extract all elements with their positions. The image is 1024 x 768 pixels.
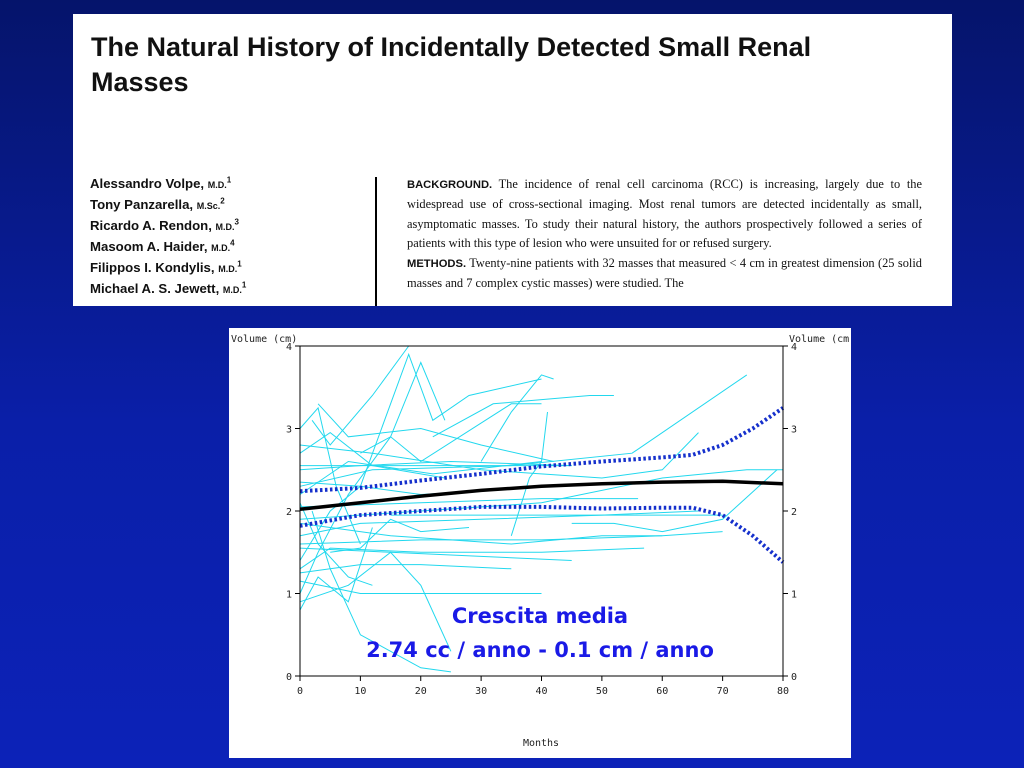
author-name: Tony Panzarella, xyxy=(90,197,194,212)
upper-ci-line xyxy=(299,406,785,494)
author-degree: M.D. xyxy=(211,243,231,253)
author-degree: M.D. xyxy=(222,285,242,295)
paper-header: The Natural History of Incidentally Dete… xyxy=(73,14,952,306)
individual-growth-line xyxy=(299,531,723,545)
author-degree: M.D. xyxy=(218,264,238,274)
author-list: Alessandro Volpe, M.D.1 Tony Panzarella, … xyxy=(90,174,370,300)
individual-growth-line xyxy=(299,580,542,594)
individual-growth-line xyxy=(311,510,451,673)
y-tick-label-left: 2 xyxy=(286,507,292,518)
individual-growth-line xyxy=(299,460,572,471)
y-tick-label-right: 0 xyxy=(791,672,797,683)
x-tick-label: 70 xyxy=(717,686,729,697)
abstract-background: BACKGROUND. The incidence of renal cell … xyxy=(407,175,922,254)
lower-ci-line xyxy=(299,504,785,564)
x-tick-label: 0 xyxy=(297,686,303,697)
author-entry: Tony Panzarella, M.Sc.2 xyxy=(90,195,370,216)
x-tick-label: 80 xyxy=(777,686,789,697)
x-tick-label: 10 xyxy=(354,686,366,697)
background-text: The incidence of renal cell carcinoma (R… xyxy=(407,177,922,251)
y-tick-label-right: 4 xyxy=(791,342,797,353)
individual-growth-line xyxy=(571,469,778,533)
individual-growth-line xyxy=(299,432,699,479)
author-name: Filippos I. Kondylis, xyxy=(90,260,215,275)
y-axis-label-left: Volume (cm) xyxy=(231,334,297,345)
author-entry: Masoom A. Haider, M.D.4 xyxy=(90,237,370,258)
individual-growth-line xyxy=(480,374,554,462)
individual-growth-line xyxy=(299,460,542,495)
individual-growth-line xyxy=(299,510,699,537)
individual-growth-line xyxy=(299,547,645,570)
individual-growth-line xyxy=(317,403,554,462)
x-axis-label: Months xyxy=(523,738,559,749)
abstract-methods: METHODS. Twenty-nine patients with 32 ma… xyxy=(407,254,922,294)
growth-chart: Volume (cm) Volume (cm) 0 10 20 30 40 50 60 70 8… xyxy=(231,334,851,749)
author-entry: Michael A. S. Jewett, M.D.1 xyxy=(90,279,370,300)
individual-growth-line xyxy=(299,547,572,561)
individual-growth-line xyxy=(299,527,373,611)
methods-heading: METHODS. xyxy=(407,257,467,270)
individual-growth-line xyxy=(432,395,614,438)
caption-title: Crescita media xyxy=(451,604,629,628)
tick-group: 0 10 20 30 40 50 60 70 800 01 12 23 34 4 xyxy=(286,342,797,697)
x-tick-label: 30 xyxy=(475,686,487,697)
author-footnote: 3 xyxy=(234,217,239,227)
author-entry: Alessandro Volpe, M.D.1 xyxy=(90,174,370,195)
individual-lines-group xyxy=(299,345,783,673)
y-axis-label-right: Volume (cm) xyxy=(789,334,851,345)
individual-growth-line xyxy=(299,502,373,586)
individual-growth-line xyxy=(299,522,663,545)
caption-growth-rate: 2.74 cc / anno - 0.1 cm / anno xyxy=(366,638,714,662)
author-footnote: 4 xyxy=(230,238,235,248)
author-footnote: 1 xyxy=(226,175,232,185)
author-degree: M.D. xyxy=(207,180,227,190)
mean-growth-line xyxy=(299,479,784,512)
author-footnote: 1 xyxy=(237,259,242,269)
y-tick-label-left: 4 xyxy=(286,342,292,353)
author-name: Ricardo A. Rendon, xyxy=(90,218,212,233)
individual-growth-line xyxy=(299,352,542,561)
individual-growth-line xyxy=(299,431,445,479)
author-name: Masoom A. Haider, xyxy=(90,239,208,254)
background-heading: BACKGROUND. xyxy=(407,179,493,191)
y-tick-label-left: 3 xyxy=(286,425,292,436)
x-tick-label: 40 xyxy=(535,686,547,697)
author-name: Michael A. S. Jewett, xyxy=(90,281,220,296)
author-degree: M.Sc. xyxy=(196,201,221,211)
individual-growth-line xyxy=(311,345,410,446)
growth-figure: Volume (cm) Volume (cm) 0 10 20 30 40 50 60 70 8… xyxy=(229,328,851,758)
individual-growth-line xyxy=(360,361,446,454)
author-entry: Ricardo A. Rendon, M.D.3 xyxy=(90,216,370,237)
summary-lines-group xyxy=(299,406,785,564)
author-footnote: 2 xyxy=(220,196,225,206)
individual-growth-line xyxy=(299,498,639,508)
individual-growth-line xyxy=(330,518,470,553)
author-degree: M.D. xyxy=(215,222,235,232)
abstract: BACKGROUND. The incidence of renal cell … xyxy=(407,175,922,293)
x-tick-label: 60 xyxy=(656,686,668,697)
x-tick-label: 20 xyxy=(415,686,427,697)
x-tick-label: 50 xyxy=(596,686,608,697)
author-footnote: 1 xyxy=(241,280,247,290)
methods-text: Twenty-nine patients with 32 masses that… xyxy=(407,255,922,291)
y-tick-label-right: 1 xyxy=(791,590,797,601)
author-entry: Filippos I. Kondylis, M.D.1 xyxy=(90,258,370,279)
y-tick-label-right: 2 xyxy=(791,507,797,518)
column-divider xyxy=(375,177,377,306)
y-tick-label-right: 3 xyxy=(791,425,797,436)
individual-growth-line xyxy=(299,406,361,545)
author-name: Alessandro Volpe, xyxy=(90,176,205,191)
paper-title: The Natural History of Incidentally Dete… xyxy=(91,32,812,97)
y-tick-label-left: 1 xyxy=(286,590,292,601)
individual-growth-line xyxy=(299,551,452,652)
y-tick-label-left: 0 xyxy=(286,672,292,683)
